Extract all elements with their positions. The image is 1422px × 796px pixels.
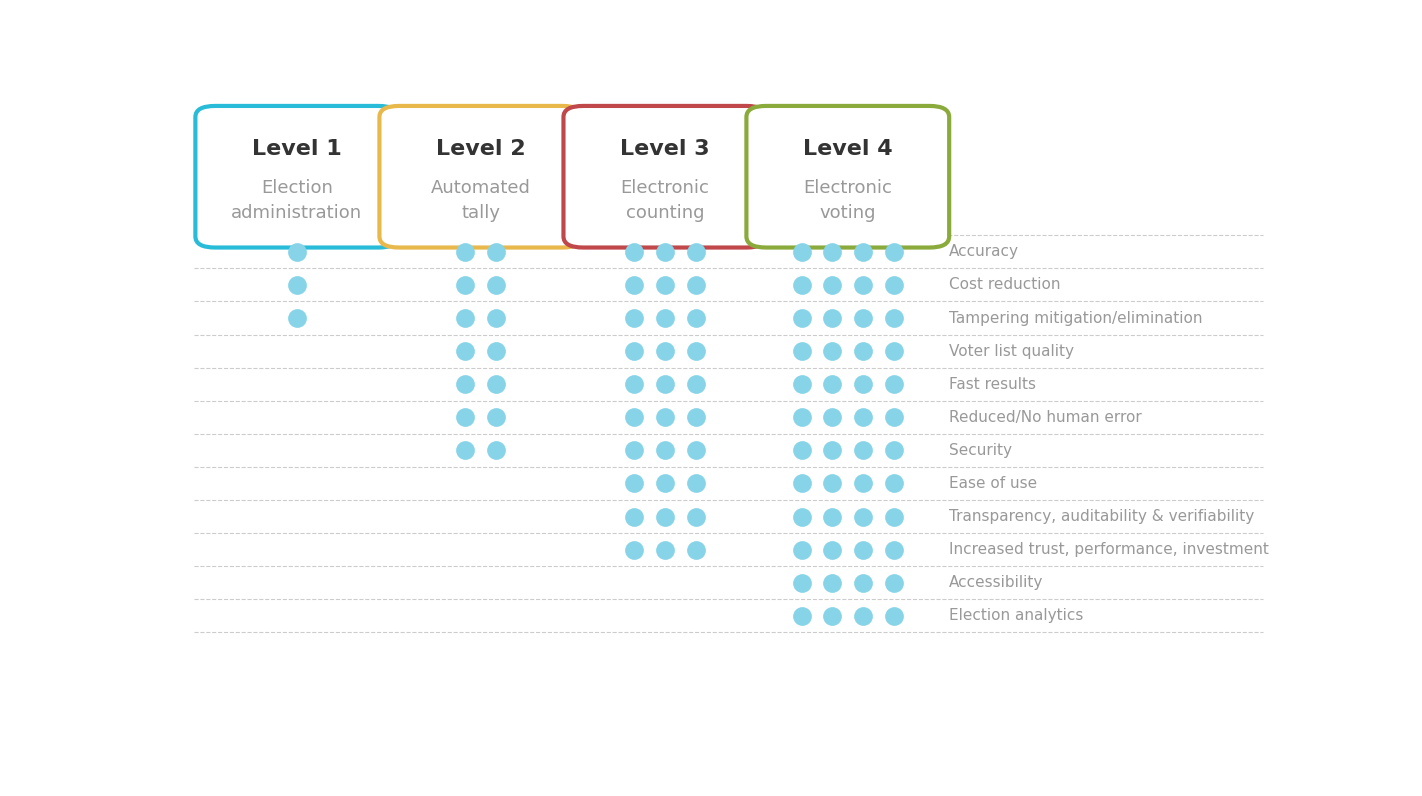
Text: Level 4: Level 4 [803, 139, 893, 159]
Text: Electronic
counting: Electronic counting [620, 179, 710, 222]
Text: Security: Security [950, 443, 1012, 458]
Text: Level 3: Level 3 [620, 139, 710, 159]
Text: Reduced/No human error: Reduced/No human error [950, 410, 1142, 425]
Text: Transparency, auditability & verifiability: Transparency, auditability & verifiabili… [950, 509, 1254, 524]
Text: Election analytics: Election analytics [950, 608, 1084, 623]
Text: Voter list quality: Voter list quality [950, 344, 1074, 359]
Text: Ease of use: Ease of use [950, 476, 1037, 491]
FancyBboxPatch shape [380, 106, 582, 248]
FancyBboxPatch shape [563, 106, 766, 248]
Text: Accessibility: Accessibility [950, 576, 1044, 591]
Text: Cost reduction: Cost reduction [950, 278, 1061, 292]
Text: Fast results: Fast results [950, 377, 1037, 392]
Text: Tampering mitigation/elimination: Tampering mitigation/elimination [950, 310, 1203, 326]
Text: Level 2: Level 2 [437, 139, 526, 159]
Text: Increased trust, performance, investment: Increased trust, performance, investment [950, 542, 1268, 557]
FancyBboxPatch shape [747, 106, 950, 248]
Text: Electronic
voting: Electronic voting [803, 179, 892, 222]
Text: Election
administration: Election administration [232, 179, 363, 222]
Text: Level 1: Level 1 [252, 139, 341, 159]
Text: Accuracy: Accuracy [950, 244, 1020, 259]
Text: Automated
tally: Automated tally [431, 179, 530, 222]
FancyBboxPatch shape [195, 106, 398, 248]
